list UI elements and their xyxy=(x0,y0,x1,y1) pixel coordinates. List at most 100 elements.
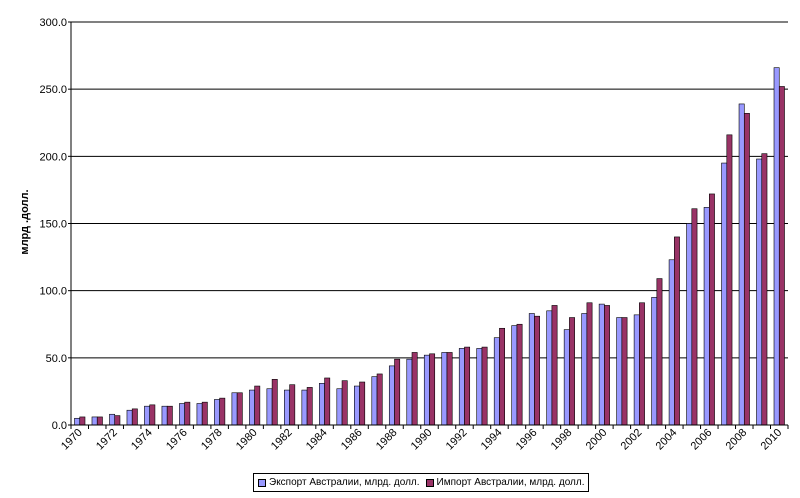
x-tick-label: 2002 xyxy=(619,427,645,453)
bar-import xyxy=(551,305,558,426)
bar-import xyxy=(254,385,261,426)
bar-export xyxy=(423,354,430,426)
x-tick-label: 1994 xyxy=(479,427,505,453)
bar-export xyxy=(249,389,255,426)
bar-import xyxy=(464,346,471,426)
x-tick-labels: 1970 1972 1974 1976 1978 1980 1982 1984 1986 1988… xyxy=(59,427,784,453)
bar-import xyxy=(324,377,331,426)
x-tick-label: 2004 xyxy=(654,427,680,453)
bar-import xyxy=(516,323,523,426)
y-tick-labels: 0.0 50.0 100.0 150.0 200.0 250.0 300.0 xyxy=(39,17,67,432)
bar-export xyxy=(388,365,395,426)
legend-swatch-import xyxy=(425,478,434,487)
bar-import xyxy=(411,352,418,426)
bar-export xyxy=(161,405,168,426)
bar-import xyxy=(114,415,121,426)
legend: Экспорт Австралии, млрд. долл. Импорт Ав… xyxy=(253,473,590,492)
bar-import xyxy=(184,401,191,426)
bar-export xyxy=(74,417,81,426)
x-tick-label: 1998 xyxy=(549,427,575,453)
bar-export xyxy=(301,389,308,426)
bar-export xyxy=(686,223,693,426)
x-tick-label: 1980 xyxy=(234,427,260,453)
bar-import xyxy=(499,327,505,426)
y-tick-label: 200.0 xyxy=(39,151,67,163)
y-tick-label: 150.0 xyxy=(39,219,67,231)
bar-export xyxy=(668,259,675,426)
bar-import xyxy=(778,86,785,426)
bar-import xyxy=(219,397,226,426)
bar-export xyxy=(773,67,780,426)
bar-export xyxy=(406,358,413,426)
x-tick-label: 1988 xyxy=(374,427,400,453)
bar-import xyxy=(131,408,138,426)
x-tick-label: 1978 xyxy=(199,427,225,453)
x-tick-label: 1976 xyxy=(164,427,190,453)
y-axis-label: млрд .долл. xyxy=(19,189,31,254)
x-tick-label: 1992 xyxy=(444,427,470,453)
bar-export xyxy=(214,399,220,426)
bar-import xyxy=(586,302,593,426)
bar-export xyxy=(546,310,553,426)
bar-import xyxy=(289,384,296,426)
bar-import xyxy=(166,405,173,426)
bar-import xyxy=(201,401,208,426)
bar-export xyxy=(616,317,623,426)
bar-import xyxy=(639,302,645,426)
y-tick-label: 300.0 xyxy=(39,17,67,29)
x-tick-label: 1972 xyxy=(94,427,120,453)
bar-export xyxy=(231,392,238,426)
bar-import xyxy=(726,134,733,426)
bar-export xyxy=(144,405,150,426)
bar-export xyxy=(493,337,500,426)
x-tick-label: 1974 xyxy=(129,427,155,453)
bar-export xyxy=(371,376,378,426)
bar-export xyxy=(756,158,763,426)
bar-import xyxy=(429,353,436,426)
bar-import xyxy=(96,416,103,426)
bar-export xyxy=(354,385,360,426)
bar-import xyxy=(446,352,453,426)
bar-import xyxy=(709,193,715,426)
x-tick-label: 1990 xyxy=(409,427,435,453)
bar-import xyxy=(761,153,768,426)
bar-import xyxy=(149,404,156,426)
bar-export xyxy=(598,303,605,426)
y-tick-label: 250.0 xyxy=(39,84,67,96)
x-tick-label: 1984 xyxy=(304,427,330,453)
legend-swatch-export xyxy=(258,478,266,487)
bar-export xyxy=(196,403,203,426)
bar-export xyxy=(441,352,448,426)
bar-export xyxy=(336,388,343,426)
bar-import xyxy=(534,315,540,426)
bar-export xyxy=(476,348,483,426)
bar-import xyxy=(376,373,383,426)
bar-export xyxy=(651,297,658,426)
bar-export xyxy=(126,409,133,426)
bar-import xyxy=(79,416,86,426)
x-tick-label: 2000 xyxy=(584,427,610,453)
bar-export xyxy=(511,325,518,426)
x-tick-label: 2008 xyxy=(724,427,750,453)
x-tick-label: 1986 xyxy=(339,427,365,453)
bar-export xyxy=(319,383,325,426)
legend-item-export: Экспорт Австралии, млрд. долл. xyxy=(258,477,420,488)
bar-export xyxy=(563,329,570,426)
bars xyxy=(74,67,785,426)
bar-import xyxy=(341,380,348,426)
x-tick-label: 2006 xyxy=(689,427,715,453)
y-tick-label: 0.0 xyxy=(52,420,67,432)
bar-export xyxy=(703,207,710,426)
legend-label-import: Импорт Австралии, млрд. долл. xyxy=(436,477,585,488)
bar-export xyxy=(738,103,745,426)
bar-import xyxy=(359,381,366,426)
bar-export xyxy=(109,413,116,426)
bar-import xyxy=(306,387,313,426)
bar-export xyxy=(179,403,185,426)
x-tick-label: 1982 xyxy=(269,427,295,453)
bar-import xyxy=(621,317,628,426)
bar-import xyxy=(271,379,278,426)
bar-export xyxy=(91,416,98,426)
y-tick-label: 100.0 xyxy=(39,286,67,298)
